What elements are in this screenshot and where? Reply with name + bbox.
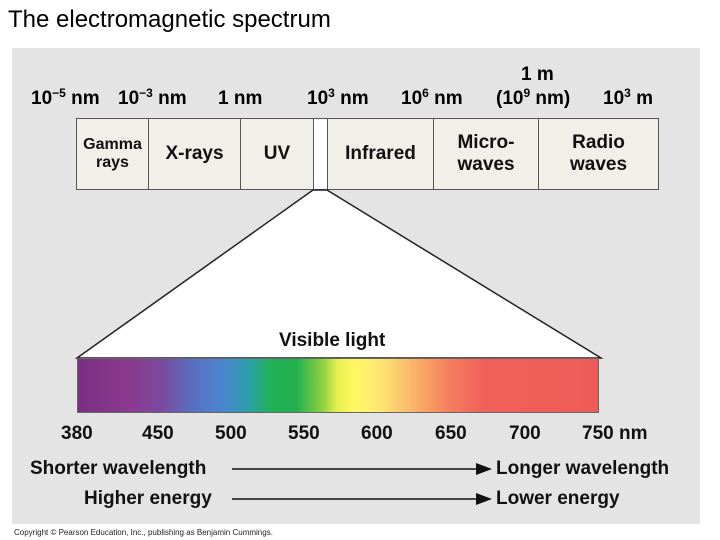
visible-spectrum-gradient: [77, 358, 599, 413]
slide-title: The electromagnetic spectrum: [8, 6, 331, 33]
band-radio-waves: Radio waves: [538, 118, 659, 190]
band-x-rays: X-rays: [148, 118, 241, 190]
band-uv: UV: [240, 118, 314, 190]
band-microwaves: Micro-waves: [433, 118, 539, 190]
scale-label-1-m: 1 m: [521, 64, 554, 85]
spectrum-band-row: Gamma rays X-rays UV Infrared Micro-waves…: [76, 118, 659, 190]
scale-label-1e-3-nm: 10−3 nm: [118, 86, 187, 109]
scale-label-1-nm: 1 nm: [218, 88, 263, 109]
tick-label: 650: [435, 423, 467, 444]
visible-light-title: Visible light: [279, 330, 386, 351]
tick-label: 450: [142, 423, 174, 444]
tick-label: 380: [61, 423, 93, 444]
tick-label: 750 nm: [582, 423, 648, 444]
lower-energy-label: Lower energy: [496, 488, 620, 509]
copyright-notice: Copyright © Pearson Education, Inc., pub…: [14, 528, 273, 537]
scale-label-1e6-nm: 106 nm: [401, 86, 463, 109]
higher-energy-label: Higher energy: [84, 488, 212, 509]
band-gamma-rays: Gamma rays: [76, 118, 149, 190]
tick-label: 700: [509, 423, 541, 444]
scale-label-1e3-nm: 103 nm: [307, 86, 369, 109]
shorter-wavelength-label: Shorter wavelength: [30, 458, 207, 479]
scale-label-1e9-nm: (109 nm): [496, 86, 571, 109]
longer-wavelength-label: Longer wavelength: [496, 458, 670, 479]
scale-label-1e-5-nm: 10−5 nm: [31, 86, 100, 109]
scale-label-1e3-m: 103 m: [603, 86, 654, 109]
tick-label: 550: [288, 423, 320, 444]
tick-label: 500: [215, 423, 247, 444]
tick-label: 600: [361, 423, 393, 444]
